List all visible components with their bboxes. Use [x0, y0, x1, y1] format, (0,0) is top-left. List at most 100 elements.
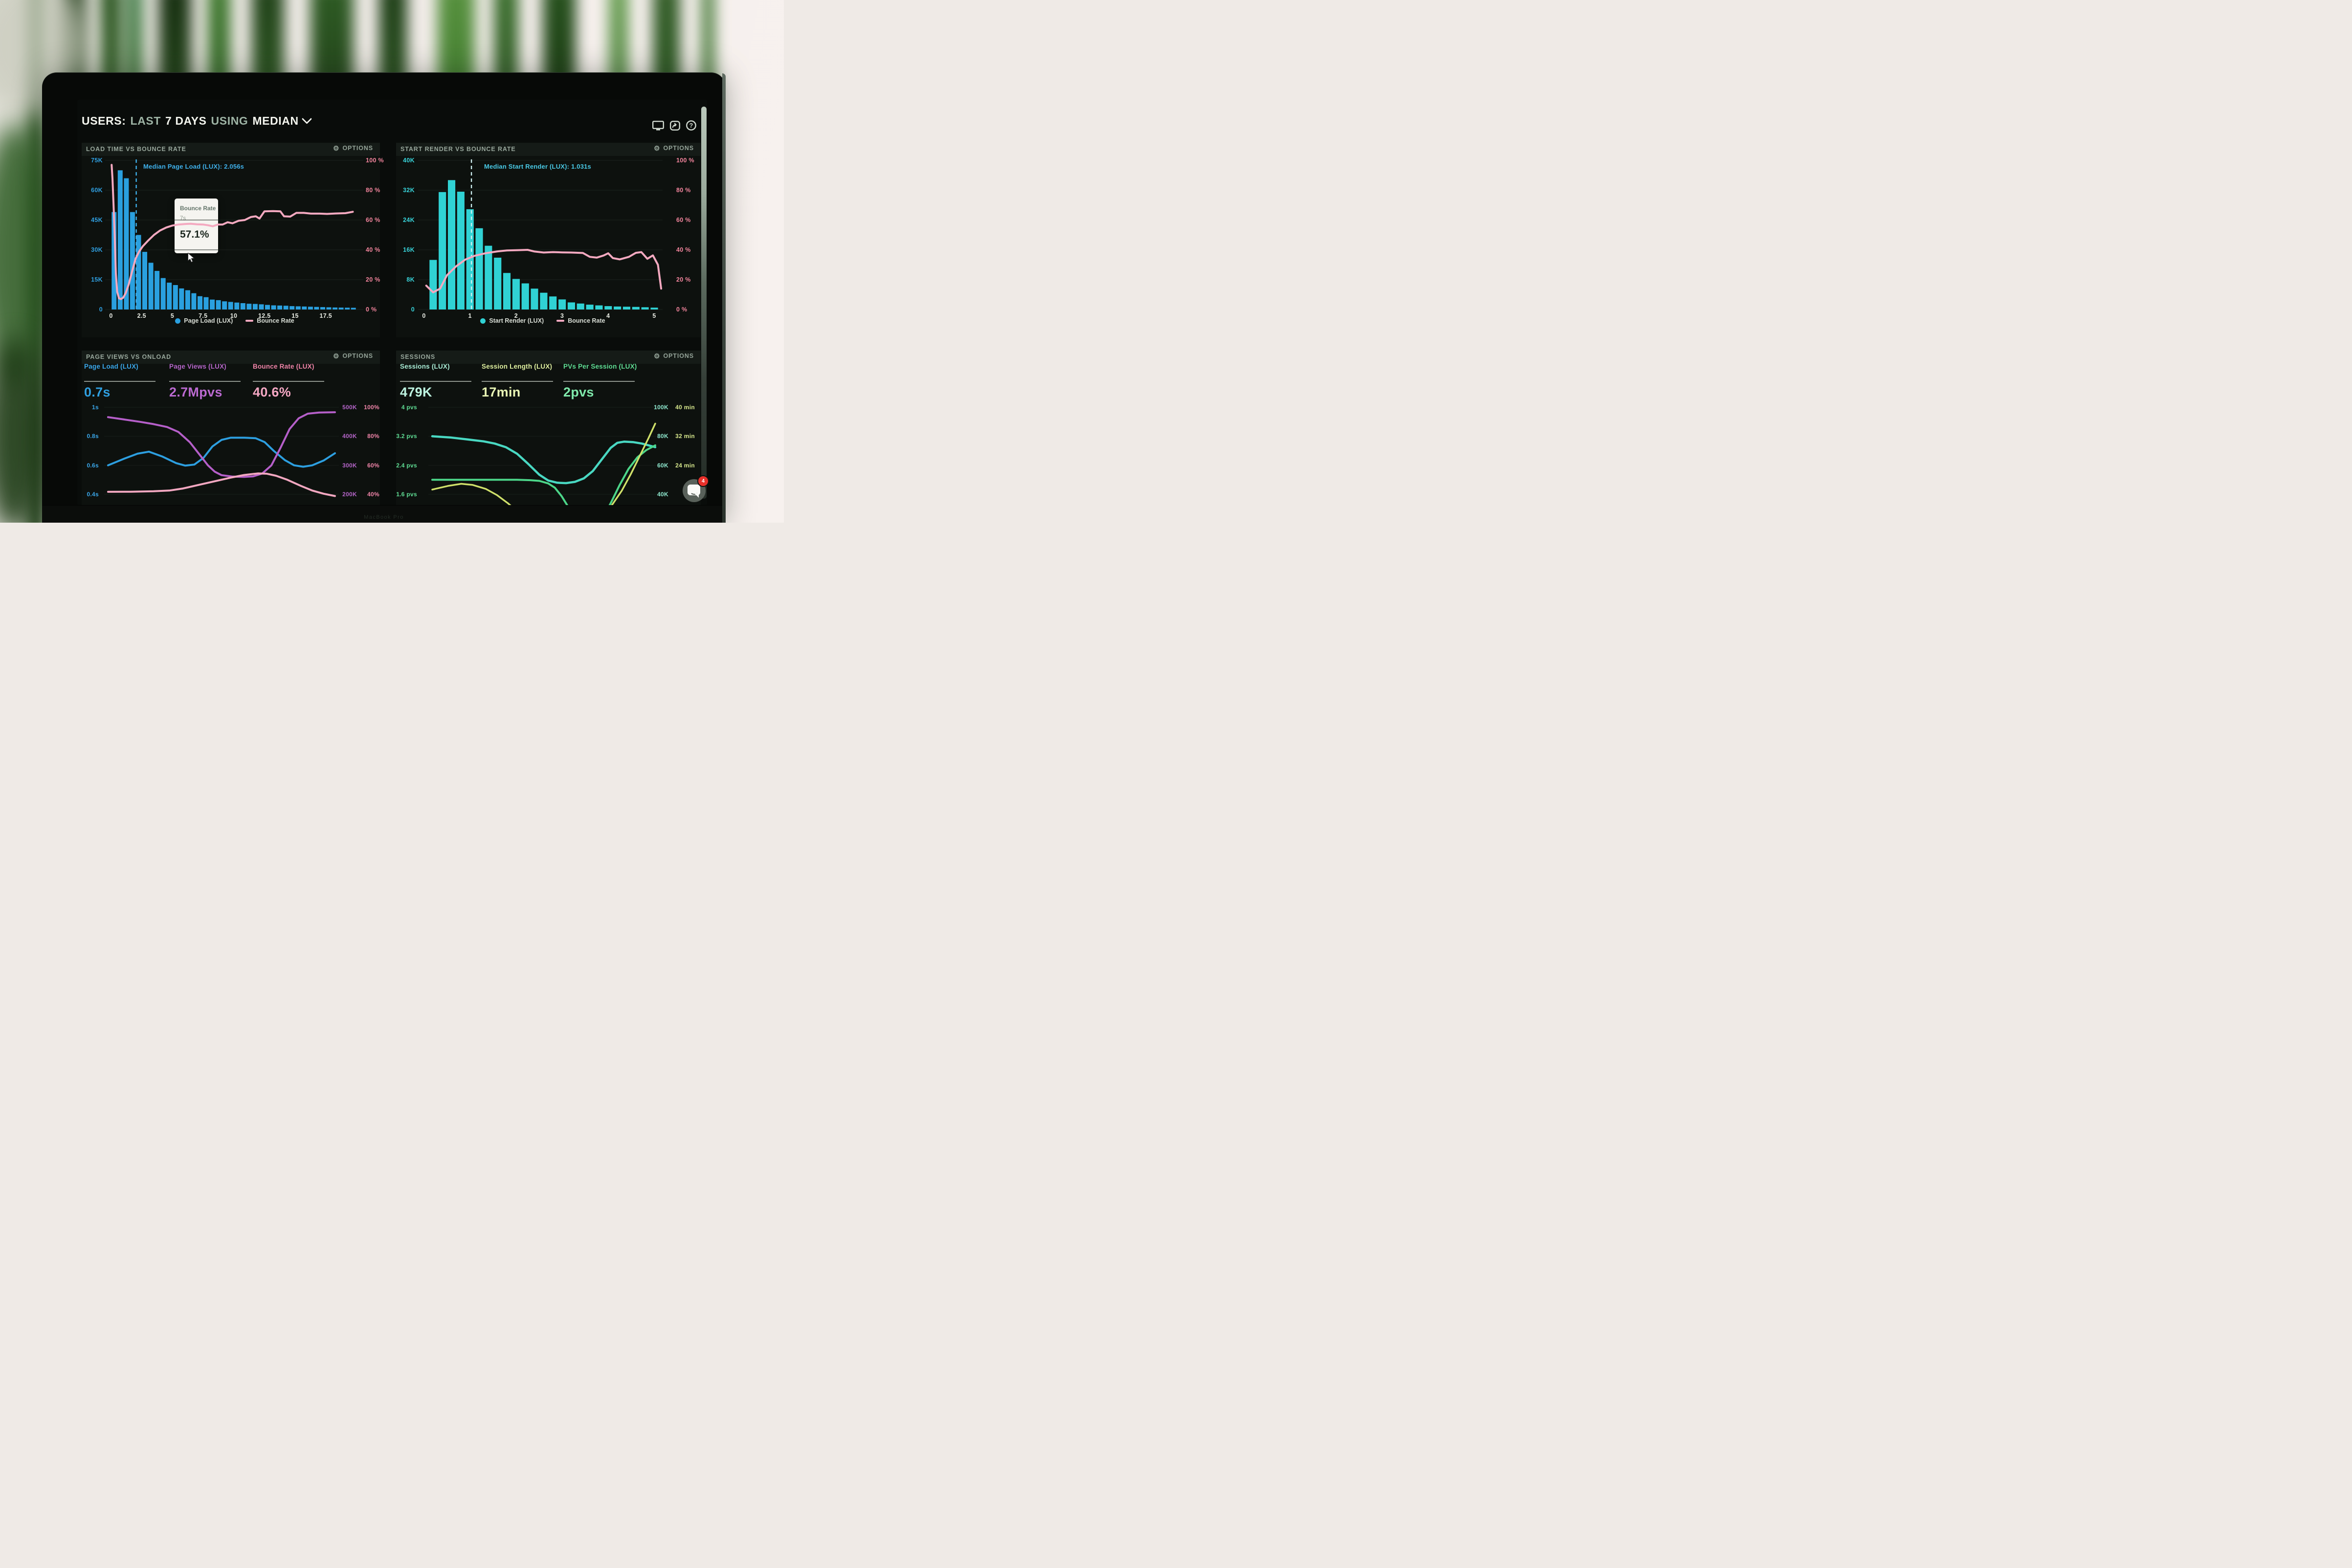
stat-underline [563, 381, 635, 382]
display-icon[interactable] [652, 120, 664, 131]
x-axis-tick: 17.5 [319, 312, 333, 319]
stat-session-length: Session Length (LUX) 17min [482, 363, 556, 399]
legend-dot-icon [480, 318, 486, 324]
panel-titlebar: LOAD TIME VS BOUNCE RATE ⚙ OPTIONS [82, 143, 380, 156]
options-button[interactable]: ⚙ OPTIONS [651, 144, 697, 152]
title-last: LAST [130, 114, 161, 127]
legend-load-time-chart: Page Load (LUX) Bounce Rate [117, 317, 352, 324]
svg-text:?: ? [689, 122, 693, 129]
y-axis-tick: 1s [92, 404, 99, 411]
y-axis-right-tick: 40 % [676, 246, 691, 253]
page-views-onload-chart[interactable] [104, 404, 339, 505]
x-axis-tick: 5 [652, 312, 656, 319]
mouse-cursor [187, 253, 195, 263]
x-axis-tick: 10 [230, 312, 238, 319]
x-axis-tick: 0 [422, 312, 426, 319]
legend-line-icon [245, 320, 254, 322]
stat-page-views: Page Views (LUX) 2.7Mpvs [169, 363, 244, 399]
title-7days: 7 DAYS [165, 114, 207, 127]
stat-label: Page Views (LUX) [169, 363, 226, 370]
y-axis-tick: 100K [654, 404, 668, 411]
y-axis-tick: 3.2 pvs [396, 433, 417, 440]
y-axis-tick: 200K [342, 491, 357, 498]
panel-title: SESSIONS [400, 353, 436, 360]
panel-titlebar: PAGE VIEWS VS ONLOAD ⚙ OPTIONS [82, 351, 380, 364]
y-axis-right-tick: 20 % [366, 276, 380, 283]
stat-underline [482, 381, 553, 382]
y-axis-tick: 32 min [675, 433, 695, 440]
y-axis-tick: 40K [657, 491, 668, 498]
y-axis-left-tick: 0 [411, 306, 415, 313]
laptop-bottom-bezel [42, 505, 726, 523]
help-icon[interactable]: ? [686, 120, 696, 131]
tooltip-series: Bounce Rate [180, 205, 216, 212]
y-axis-right-tick: 60 % [366, 217, 380, 223]
share-icon[interactable] [670, 120, 680, 131]
y-axis-tick: 80K [657, 433, 668, 440]
legend-start-render-chart: Start Render (LUX) Bounce Rate [430, 317, 655, 324]
y-axis-tick: 40 min [675, 404, 695, 411]
load-time-chart[interactable] [105, 156, 363, 319]
options-button[interactable]: ⚙ OPTIONS [330, 352, 376, 360]
y-axis-tick: 60% [367, 462, 379, 469]
x-axis-tick: 0 [109, 312, 113, 319]
panel-title: LOAD TIME VS BOUNCE RATE [86, 146, 186, 153]
y-axis-right-tick: 80 % [676, 187, 691, 194]
plant-leaf-blur [0, 337, 46, 523]
laptop-edge [722, 73, 726, 523]
options-button[interactable]: ⚙ OPTIONS [330, 144, 376, 152]
y-axis-tick: 0.8s [87, 433, 99, 440]
chat-bubble-tail [694, 493, 699, 498]
title-using: USING [211, 114, 248, 127]
y-axis-left-tick: 0 [99, 306, 103, 313]
y-axis-right-tick: 60 % [676, 217, 691, 223]
stat-label: Page Load (LUX) [84, 363, 139, 370]
legend-line-icon [556, 320, 565, 322]
legend-item[interactable]: Page Load (LUX) [175, 317, 233, 324]
scrollbar-thumb[interactable] [701, 107, 707, 499]
x-axis-tick: 15 [291, 312, 299, 319]
median-start-render-note: Median Start Render (LUX): 1.031s [484, 163, 591, 170]
stat-label: PVs Per Session (LUX) [563, 363, 637, 370]
title-median: MEDIAN [252, 114, 299, 127]
stat-label: Sessions (LUX) [400, 363, 450, 370]
options-button[interactable]: ⚙ OPTIONS [651, 352, 697, 360]
y-axis-left-tick: 32K [403, 187, 415, 194]
stat-value: 2.7Mpvs [169, 385, 222, 399]
chevron-down-icon [301, 113, 312, 124]
y-axis-right-tick: 40 % [366, 246, 380, 253]
photo-scene: USERS: LAST 7 DAYS USING MEDIAN ? LOAD T… [0, 0, 784, 523]
legend-item[interactable]: Bounce Rate [245, 317, 294, 324]
legend-item[interactable]: Bounce Rate [556, 317, 605, 324]
y-axis-tick: 100% [364, 404, 379, 411]
y-axis-right-tick: 0 % [366, 306, 377, 313]
device-label: MacBook Pro [364, 514, 404, 520]
stat-underline [169, 381, 241, 382]
y-axis-tick: 2.4 pvs [396, 462, 417, 469]
panel-title: START RENDER VS BOUNCE RATE [400, 146, 516, 153]
y-axis-tick: 1.6 pvs [396, 491, 417, 498]
y-axis-tick: 0.4s [87, 491, 99, 498]
y-axis-left-tick: 16K [403, 246, 415, 253]
stat-underline [84, 381, 155, 382]
stat-value: 2pvs [563, 385, 594, 399]
stat-value: 479K [400, 385, 432, 399]
start-render-chart[interactable] [418, 156, 663, 319]
panel-title: PAGE VIEWS VS ONLOAD [86, 353, 172, 360]
y-axis-tick: 400K [342, 433, 357, 440]
dashboard-title-dropdown[interactable]: USERS: LAST 7 DAYS USING MEDIAN [82, 113, 312, 128]
chat-bubble-icon [688, 485, 700, 498]
y-axis-left-tick: 24K [403, 217, 415, 223]
gear-icon: ⚙ [333, 352, 340, 360]
legend-item[interactable]: Start Render (LUX) [480, 317, 544, 324]
panel-titlebar: SESSIONS ⚙ OPTIONS [396, 351, 701, 364]
stat-bounce-rate: Bounce Rate (LUX) 40.6% [253, 363, 327, 399]
y-axis-right-tick: 20 % [676, 276, 691, 283]
legend-dot-icon [175, 318, 181, 324]
stat-value: 17min [482, 385, 521, 399]
y-axis-left-tick: 60K [91, 187, 103, 194]
gear-icon: ⚙ [333, 144, 340, 152]
y-axis-left-tick: 40K [403, 157, 415, 164]
chat-widget-button[interactable]: 4 [683, 475, 709, 502]
sessions-chart[interactable] [428, 404, 659, 505]
